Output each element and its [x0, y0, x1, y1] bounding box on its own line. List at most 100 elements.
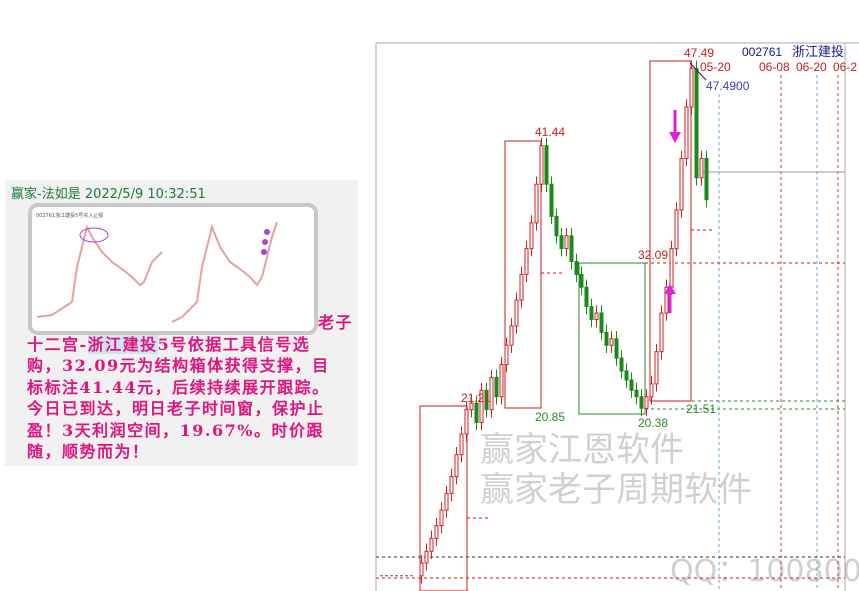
date-label: 06-2 [833, 60, 857, 74]
message-line: 今日已到达，明日老子时间窗，保护止 [27, 399, 325, 418]
candle-body [454, 454, 459, 478]
candle-body [659, 312, 664, 353]
date-label: 05-20 [700, 60, 731, 74]
box-4 [649, 60, 692, 402]
message-line: 十二宫-浙江建投5号依据工具信号选 [27, 334, 311, 354]
candle-body [424, 550, 429, 564]
candle-body [574, 261, 579, 275]
label-box4-bottom: 21.51 [686, 402, 716, 416]
candle-body [549, 183, 554, 217]
arrow-down-icon-head [669, 132, 681, 143]
thumbnail-chart: 002761浙江建投5号买入止损 [36, 212, 278, 323]
candle-body [694, 67, 699, 179]
candle-body [689, 67, 694, 108]
candle-body [579, 273, 584, 288]
watermark: QQ：1008003 [670, 554, 859, 589]
candle-body [684, 106, 689, 159]
highlighted-stock-name: 浙江建投 [87, 334, 158, 354]
candle-body [489, 376, 494, 411]
candle-body [559, 235, 564, 250]
candle-body [469, 402, 474, 411]
thumbnail-line-left [36, 224, 163, 318]
candle-body [474, 402, 479, 424]
label-box3-bottom: 20.38 [638, 416, 668, 430]
cursor-pointer-line [689, 62, 707, 81]
candle-body [459, 433, 464, 456]
candle-body [634, 389, 639, 398]
label-box3-top: 32.09 [638, 248, 668, 262]
candle-body [554, 215, 559, 237]
candle-body [484, 389, 489, 411]
candle-body [544, 145, 549, 185]
candle-body [419, 562, 424, 577]
box-2 [504, 140, 542, 409]
candle-body [704, 157, 709, 201]
candle-body [429, 537, 434, 552]
label-box2-bottom: 20.85 [535, 410, 565, 424]
candle-body [439, 509, 444, 527]
candle-body [434, 525, 439, 539]
candle-body [564, 235, 569, 250]
candle-body [539, 145, 544, 185]
candle-body [664, 286, 669, 314]
label-high: 47.49 [684, 46, 714, 60]
message-timestamp: 2022/5/9 10:32:51 [84, 187, 206, 202]
chart-thumbnail-image[interactable]: 002761浙江建投5号买入止损 [28, 203, 318, 335]
box-1 [419, 405, 468, 591]
message-header: 赢家-法如是 2022/5/9 10:32:51 [11, 183, 206, 202]
candle-body [479, 389, 484, 424]
candle-body [449, 476, 454, 494]
candle-body [464, 409, 469, 435]
arrow-up-icon-head [664, 284, 676, 294]
thumbnail-line-right [171, 221, 278, 323]
cursor-value: 47.4900 [706, 79, 750, 93]
candle-body [619, 357, 624, 372]
sender-name[interactable]: 赢家-法如是 [11, 187, 81, 202]
candle-body [514, 299, 519, 327]
candle-body [674, 209, 679, 250]
candle-body [594, 312, 599, 320]
time-window-lines [718, 75, 839, 591]
label-box1-top: 21.21 [461, 391, 491, 405]
candle-body [519, 273, 524, 301]
candle-body [529, 222, 534, 250]
candle-body [604, 331, 609, 346]
candle-body [499, 364, 504, 398]
message-line: 购，32.09元为结构箱体获得支撑，目 [27, 356, 330, 375]
chat-message: 赢家-法如是 2022/5/9 10:32:51 002761浙江建投5号买入止… [5, 180, 358, 466]
candle-body [524, 248, 529, 275]
label-box2-top: 41.44 [535, 125, 565, 139]
date-label: 06-20 [796, 60, 827, 74]
candle-body [534, 183, 539, 224]
candles [380, 60, 709, 584]
candle-body [569, 235, 574, 263]
candle-body [589, 306, 594, 320]
candle-body [599, 312, 604, 333]
candle-body [699, 157, 704, 179]
candle-body [679, 157, 684, 211]
signal-arrows [664, 110, 681, 313]
watermark: 赢家江恩软件 [480, 430, 684, 470]
candle-body [669, 248, 674, 288]
candle-body [649, 383, 654, 398]
date-label: 06-08 [759, 60, 790, 74]
stock-code: 002761 [742, 45, 782, 59]
thumbnail-highlight [79, 227, 109, 243]
watermark: 赢家老子周期软件 [480, 470, 752, 510]
candle-body [654, 351, 659, 385]
message-line: 盈！3天利润空间，19.67%。时价跟 [27, 420, 324, 440]
stock-name: 浙江建投 [792, 44, 844, 59]
message-text: 老子 十二宫-浙江建投5号依据工具信号选 购，32.09元为结构箱体获得支撑，目… [27, 312, 359, 463]
candle-body [644, 396, 649, 409]
candle-body [504, 344, 509, 366]
message-line: 随，顺势而为！ [27, 442, 150, 461]
candle-body [609, 338, 614, 346]
candle-body [509, 325, 514, 346]
message-line: 老子 [317, 313, 353, 332]
candle-body [629, 379, 634, 391]
candle-body [624, 370, 629, 381]
thumbnail-caption: 002761浙江建投5号买入止损 [36, 212, 103, 219]
candle-body [494, 376, 499, 398]
candle-body [584, 286, 589, 308]
